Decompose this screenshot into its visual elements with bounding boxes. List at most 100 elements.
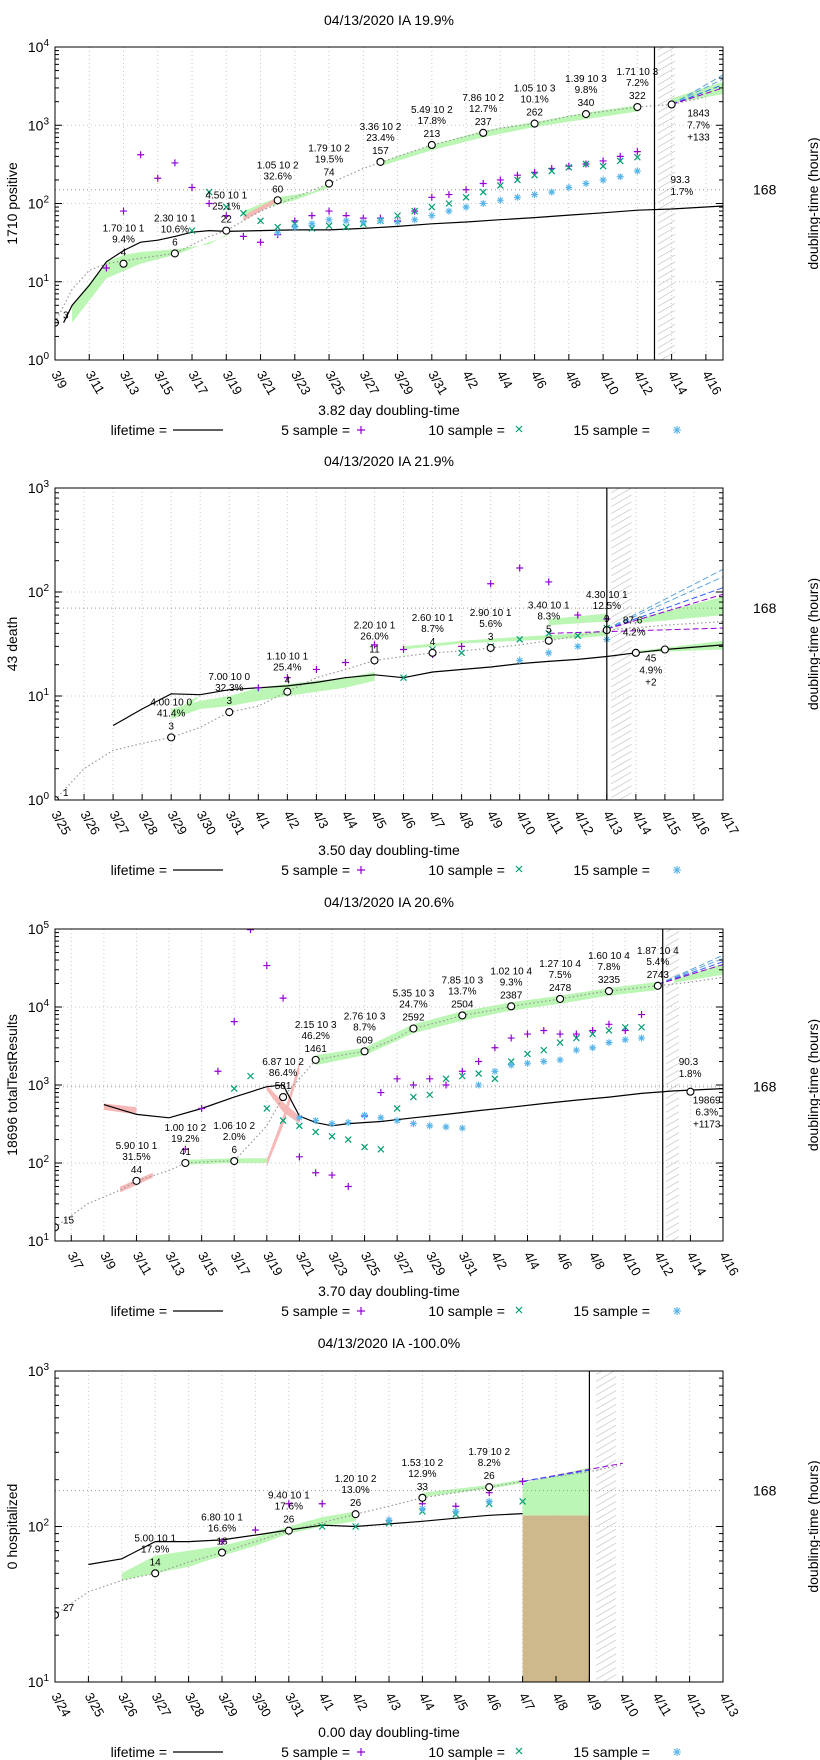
projection-label: +133 <box>687 132 710 143</box>
projection-label: +1173 <box>693 1120 721 1131</box>
legend-sample5-label: 5 sample = <box>281 422 350 438</box>
y-tick-exp: 2 <box>43 583 49 594</box>
sample5-point <box>519 1477 527 1485</box>
annotation-mantissa: 1.60 10 4 <box>588 951 630 962</box>
data-annotation: 2.30 10 110.6% 6 <box>154 213 196 248</box>
sample5-point <box>154 174 162 182</box>
band-green <box>403 631 607 650</box>
y-tick-label: 103 <box>28 479 50 496</box>
band-green <box>171 696 201 720</box>
sample5-point <box>400 645 408 653</box>
sample10-point <box>621 1023 629 1031</box>
annotation-value: 15 <box>63 1215 75 1226</box>
band-pink <box>266 1085 300 1124</box>
sample5-point <box>491 1044 499 1052</box>
projection-label: 45 <box>645 653 657 664</box>
legend-sample15-label: 15 sample = <box>573 862 650 878</box>
annotation-percent: 24.7% <box>399 1000 427 1011</box>
band-green <box>72 234 227 323</box>
annotation-increase: 157 <box>372 146 389 157</box>
sample10-point <box>475 1070 483 1078</box>
sample10-point <box>428 203 436 211</box>
legend-lifetime-label: lifetime = <box>111 1303 167 1319</box>
data-annotation: 1.53 10 212.9% 33 <box>402 1458 444 1493</box>
data-annotation: 2.15 10 346.2% 1461 <box>295 1020 337 1055</box>
annotation-mantissa: 1.27 10 4 <box>539 959 581 970</box>
annotation-percent: 2.0% <box>223 1132 246 1143</box>
chart-title: 04/13/2020 IA 21.9% <box>324 453 454 469</box>
y-tick-label: 104 <box>28 998 50 1015</box>
y-tick-base: 10 <box>28 792 44 808</box>
annotation-increase: 26 <box>283 1515 295 1526</box>
annotation-percent: 10.1% <box>520 95 548 106</box>
annotation-mantissa: 2.90 10 1 <box>470 608 512 619</box>
sample5-point <box>295 1153 303 1161</box>
sample10-point <box>312 1128 320 1136</box>
annotation-mantissa: 1.05 10 3 <box>514 84 556 95</box>
sample5-point <box>599 157 607 165</box>
cumulative-dotted-line <box>55 1464 623 1616</box>
sample5-point <box>487 580 495 588</box>
projection-fan <box>548 627 723 634</box>
y2-tick-label: 168 <box>753 1483 777 1499</box>
data-annotation: 1.10 10 125.4% 4 <box>266 652 308 687</box>
sample15-point <box>411 216 419 224</box>
sample15-point <box>565 184 573 192</box>
annotation-mantissa: 6.80 10 1 <box>201 1513 243 1524</box>
legend-sample10-marker <box>515 1306 523 1314</box>
annotation-mantissa: 7.86 10 2 <box>462 93 504 104</box>
milestone-circle <box>273 196 282 205</box>
sample5-point <box>188 184 196 192</box>
sample10-point <box>565 163 573 171</box>
doubling-time-label: 93.3 <box>670 175 690 186</box>
projection-hatch <box>611 488 632 800</box>
y-tick-label: 102 <box>28 1518 50 1535</box>
data-annotation: 7.85 10 313.7% 2504 <box>441 975 483 1010</box>
band-green <box>315 981 658 1066</box>
annotation-percent: 17.8% <box>418 116 446 127</box>
annotation-increase: 322 <box>629 91 646 102</box>
sample15-point <box>393 1117 401 1125</box>
band-green <box>548 613 607 626</box>
annotation-increase: 6 <box>172 237 178 248</box>
sample15-point <box>516 656 524 664</box>
projection-fan <box>522 1462 623 1482</box>
doubling-time-label: 90.3 <box>679 1057 699 1068</box>
doubling-time-label: 1.8% <box>679 1069 702 1080</box>
legend-sample10-label: 10 sample = <box>428 1744 505 1760</box>
annotation-mantissa: 2.30 10 1 <box>154 213 196 224</box>
annotation-increase: 4 <box>285 676 291 687</box>
data-annotation: 5.35 10 324.7% 2592 <box>393 989 435 1024</box>
annotation-percent: 9.8% <box>575 85 598 96</box>
chart-title: 04/13/2020 IA 20.6% <box>324 894 454 910</box>
sample15-point <box>361 1111 369 1119</box>
sample5-point <box>120 207 128 215</box>
annotation-mantissa: 1.06 10 2 <box>213 1121 255 1132</box>
annotation-percent: 12.7% <box>469 104 497 115</box>
sample10-point <box>328 1132 336 1140</box>
sample5-point <box>285 1500 293 1508</box>
sample5-point <box>574 611 582 619</box>
band-green <box>185 1158 267 1165</box>
annotation-increase: 2387 <box>500 990 523 1001</box>
sample15-point <box>426 1122 434 1130</box>
milestone-circle <box>530 119 539 128</box>
sample5-point <box>638 1011 646 1019</box>
annotation-mantissa: 4.30 10 1 <box>586 590 628 601</box>
sample5-point <box>572 1030 580 1038</box>
milestone-circle <box>458 1011 467 1020</box>
sample5-point <box>426 1075 434 1083</box>
milestone-circle <box>485 1483 494 1492</box>
cumulative-dotted-line <box>55 976 723 1228</box>
sample10-point <box>342 223 350 231</box>
data-annotation: 5.00 10 117.9% 14 <box>134 1533 176 1568</box>
annotation-mantissa: 1.20 10 2 <box>335 1474 377 1485</box>
sample5-point <box>458 1067 466 1075</box>
annotation-increase: 26 <box>350 1498 362 1509</box>
projection-hatch <box>596 1371 617 1682</box>
brown-region <box>522 1515 590 1682</box>
annotation-increase: 3 <box>168 721 174 732</box>
projection-fan <box>671 74 723 105</box>
sample15-point <box>485 1497 493 1505</box>
sample5-point <box>171 159 179 167</box>
